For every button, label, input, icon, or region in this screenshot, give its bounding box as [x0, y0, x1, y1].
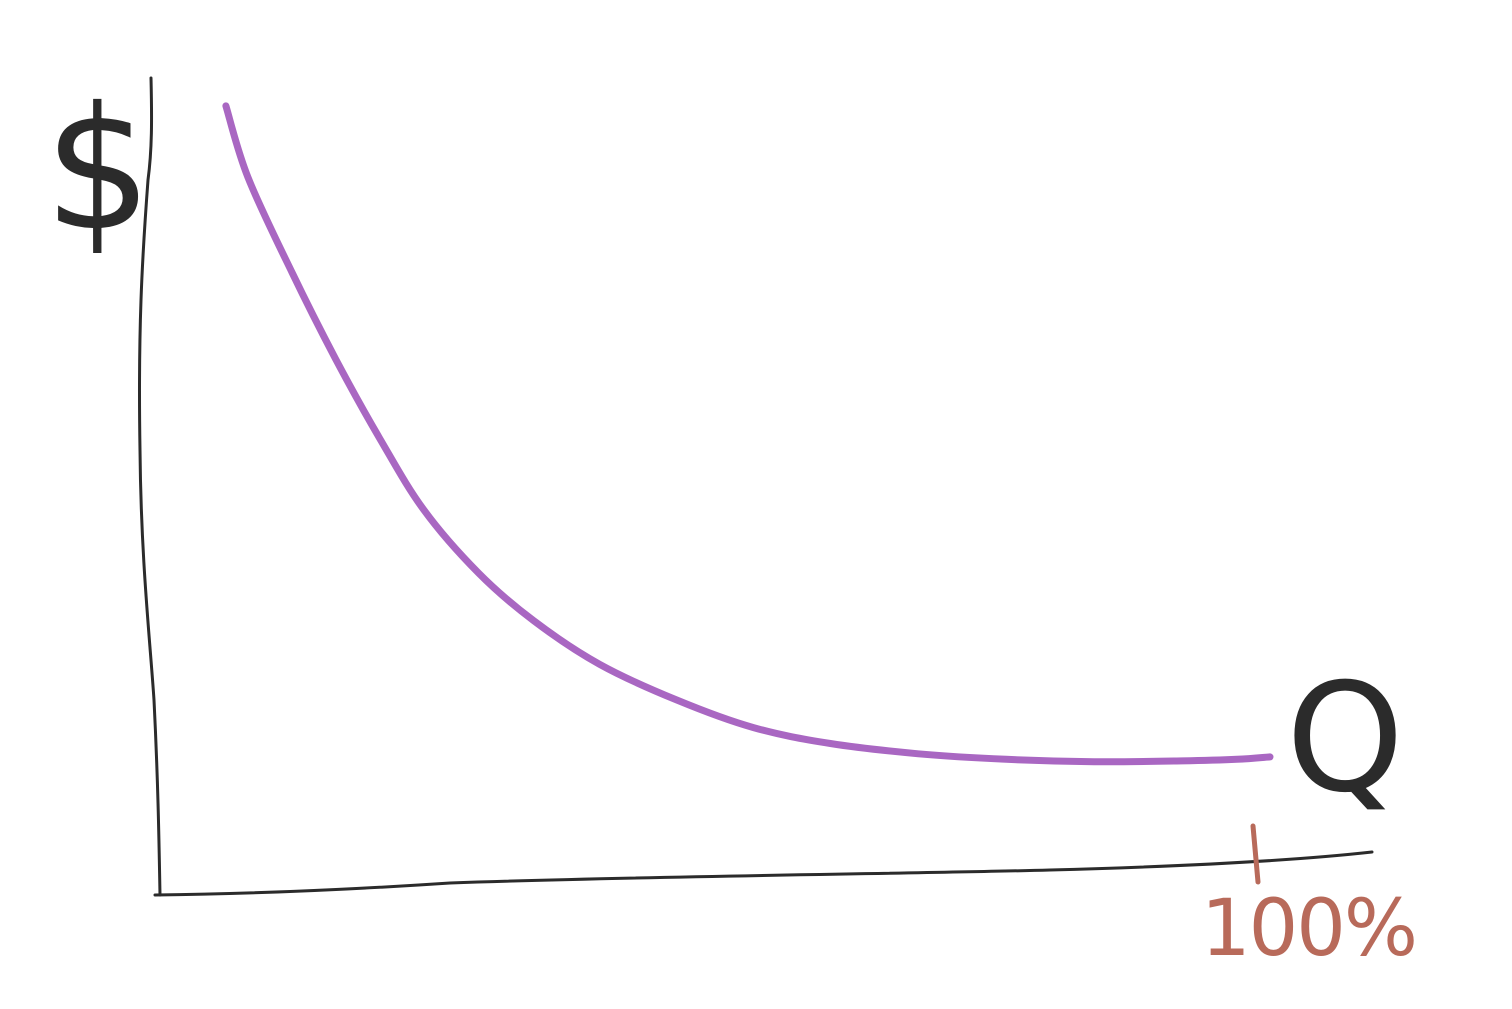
x-tick-label: 100%	[1201, 884, 1416, 974]
x-axis	[153, 850, 1374, 897]
x-axis-label: Q	[1286, 652, 1404, 826]
y-axis	[137, 76, 162, 897]
y-axis-label: $	[44, 71, 152, 269]
x-tick-mark	[1250, 823, 1261, 885]
series-line-0	[222, 102, 1274, 766]
